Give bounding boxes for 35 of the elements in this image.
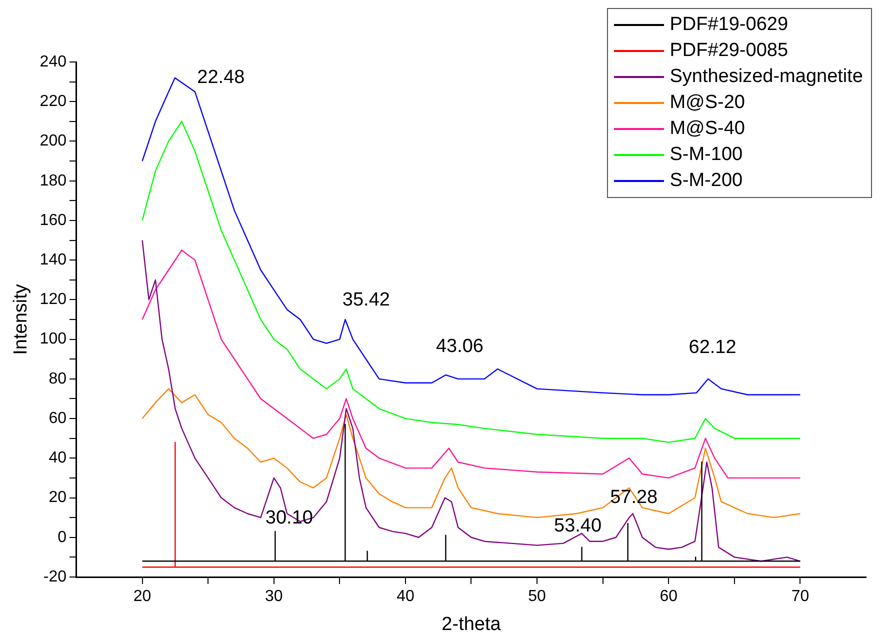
legend-label: S-M-200 <box>670 170 743 192</box>
annotation: 53.40 <box>554 516 602 537</box>
annotation: 35.42 <box>342 290 390 311</box>
y-tick-label: 160 <box>40 212 67 229</box>
y-tick-label: -20 <box>43 568 67 586</box>
x-tick-label: 30 <box>264 588 283 606</box>
legend-label: M@S-40 <box>670 118 745 140</box>
x-tick-label: 70 <box>791 588 810 606</box>
y-tick-label: 60 <box>48 410 67 427</box>
y-tick-label: 220 <box>40 93 67 110</box>
y-tick-label: 180 <box>40 172 67 190</box>
annotation: 62.12 <box>688 337 736 358</box>
y-tick-label: 0 <box>58 528 67 546</box>
x-tick-label: 20 <box>133 588 152 606</box>
legend-label: PDF#29-0085 <box>670 40 788 62</box>
y-tick-label: 120 <box>40 291 67 308</box>
y-axis-title: Intensity <box>10 284 32 355</box>
legend-label: M@S-20 <box>670 92 745 114</box>
annotation: 43.06 <box>436 336 484 358</box>
x-axis-title: 2-theta <box>442 614 502 635</box>
legend-label: S-M-100 <box>670 144 743 166</box>
legend-label: Synthesized-magnetite <box>670 66 863 88</box>
y-tick-label: 20 <box>48 489 67 506</box>
y-tick-label: 40 <box>48 450 67 467</box>
x-tick-label: 50 <box>528 588 546 606</box>
annotation: 30.10 <box>265 508 313 529</box>
y-tick-label: 100 <box>40 330 67 348</box>
x-tick-label: 60 <box>660 588 678 606</box>
annotation: 22.48 <box>197 67 245 88</box>
y-tick-label: 200 <box>40 132 67 150</box>
y-tick-label: 140 <box>40 251 67 268</box>
legend-label: PDF#19-0629 <box>670 14 788 36</box>
y-tick-label: 80 <box>48 370 67 388</box>
x-tick-label: 40 <box>396 588 414 606</box>
y-tick-label: 240 <box>40 53 67 70</box>
